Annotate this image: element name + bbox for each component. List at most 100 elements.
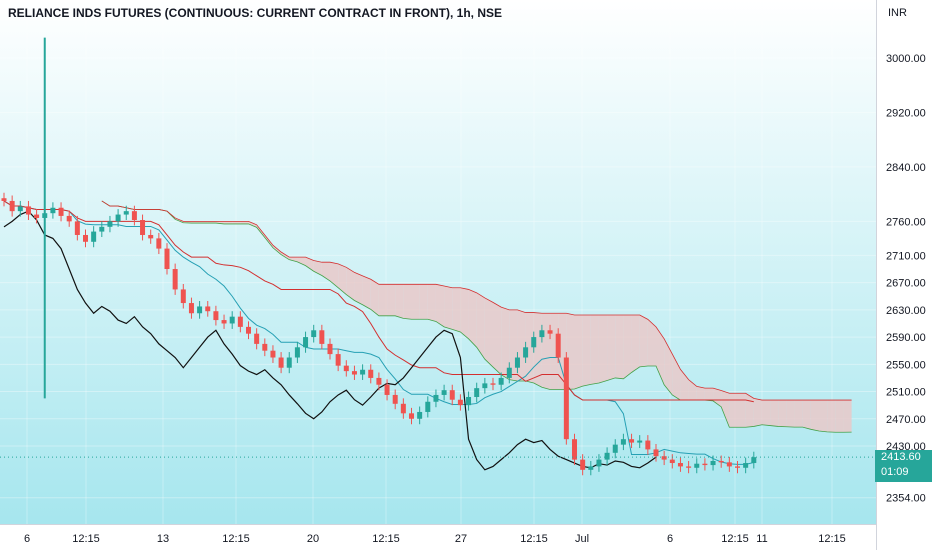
cloud-segment [289,257,298,262]
cloud-segment [680,369,689,401]
candle-body [66,215,72,222]
candle-body [661,456,667,460]
candle-body [311,330,317,338]
cloud-segment [460,287,469,339]
y-tick-label: 2550.00 [886,359,926,371]
y-tick-label: 2710.00 [886,250,926,262]
candle-body [148,234,154,239]
candle-body [400,403,406,414]
candle-body [262,343,268,351]
cloud-segment [354,272,363,305]
candle-body [751,457,757,464]
cloud-segment [770,400,779,427]
cloud-segment [207,221,216,224]
cloud-segment [647,319,656,367]
candle-body [482,383,488,389]
y-tick-label: 2760.00 [886,216,926,228]
cloud-segment [729,393,738,428]
cloud-segment [835,400,844,433]
cloud-segment [704,388,714,401]
x-tick-label: 12:15 [818,533,846,545]
candle-body [131,211,137,221]
cloud-segment [827,400,836,433]
candle-body [115,214,121,222]
candle-body [409,413,414,419]
candle-body [604,452,610,460]
x-tick-label: 6 [667,533,673,545]
cloud-segment [737,393,746,428]
candle-body [50,207,56,214]
cloud-segment [338,263,347,295]
candle-body [702,463,708,466]
cloud-segment [468,289,477,348]
senkou-span-a-line [101,200,852,433]
candle-body [514,357,520,368]
x-tick-label: 12:15 [721,533,749,545]
cloud-segment [330,262,339,288]
x-tick-label: 11 [756,533,767,545]
candle-body [555,333,561,358]
candle-body [164,248,170,270]
cloud-segment [525,312,534,384]
candle-body [360,369,366,375]
time-axis-background [0,524,876,550]
candle-body [335,354,341,366]
candle-body [392,394,398,404]
candle-body [34,214,40,218]
cloud-segment [615,314,624,379]
cloud-segment [623,314,632,379]
candle-body [596,459,602,467]
cloud-segment [427,284,436,322]
cloud-segment [574,314,583,389]
candle-body [588,466,594,470]
candle-body [221,320,227,324]
cloud-segment [191,221,200,224]
cloud-segment [639,314,648,367]
candle-body [694,463,700,468]
cloud-segment [321,262,330,281]
x-tick-label: 27 [455,533,467,545]
candle-body [466,396,472,406]
candle-body [417,411,423,419]
chikou-line [3,210,657,471]
candle-body [107,221,113,227]
candle-body [351,371,357,375]
cloud-segment [786,400,795,428]
y-tick-label: 2670.00 [886,278,926,290]
candle-body [376,377,382,385]
candle-body [156,238,162,249]
tenkan-line [3,200,754,465]
cloud-segment [395,284,404,319]
candle-body [197,306,203,314]
candle-body [735,466,740,468]
candle-body [213,311,219,321]
candle-body [743,463,749,468]
candle-body [726,462,732,467]
cloud-segment [240,221,249,224]
cloud-segment [232,221,241,224]
candle-body [123,211,129,215]
chart-title: RELIANCE INDS FUTURES (CONTINUOUS: CURRE… [8,6,502,20]
candle-body [286,357,292,368]
candle-body [645,440,651,450]
cloud-segment [313,260,322,276]
plot-background [0,0,876,524]
cloud-segment [607,314,616,381]
candle-body [498,377,504,385]
candle-body [319,330,325,344]
y-tick-label: 2510.00 [886,387,926,399]
x-tick-label: 12:15 [72,533,100,545]
cloud-segment [501,307,510,380]
cloud-segment [631,314,640,373]
cloud-segment [476,292,485,360]
candle-body [278,357,284,368]
candle-body [433,394,439,402]
cloud-segment [664,338,673,395]
candle-body [563,357,569,440]
cloud-segment [272,245,282,255]
cloud-segment [802,400,811,430]
cloud-segment [362,275,371,310]
candle-body [172,269,178,290]
cloud-segment [745,393,754,428]
